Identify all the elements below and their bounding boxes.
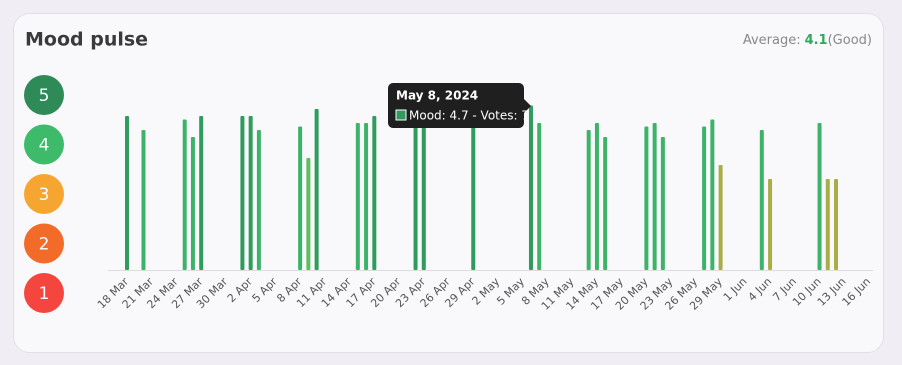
mood-level-circle <box>24 75 64 115</box>
bar <box>718 165 723 270</box>
bar <box>298 126 303 270</box>
bar <box>306 158 311 270</box>
bar <box>256 130 261 270</box>
mood-level-circle <box>24 124 64 165</box>
bar <box>471 112 476 270</box>
tooltip-title: May 8, 2024 <box>396 89 478 103</box>
bar <box>768 179 773 270</box>
bar <box>594 123 599 270</box>
bar <box>834 179 839 270</box>
tooltip-swatch <box>395 109 407 121</box>
average-value: 4.1 <box>805 33 828 48</box>
bar <box>199 116 204 270</box>
bar <box>710 119 715 270</box>
bar <box>413 112 418 270</box>
bar <box>182 119 187 270</box>
mood-level-label: 5 <box>39 86 50 106</box>
tooltip-text: Mood: 4.7 - Votes: 7 <box>409 109 529 123</box>
bar <box>825 179 830 270</box>
bar <box>702 126 707 270</box>
mood-level-label: 3 <box>39 185 50 205</box>
bar <box>586 130 591 270</box>
bar <box>240 116 245 270</box>
bar <box>190 137 195 270</box>
bar <box>528 105 533 270</box>
bar <box>421 112 426 270</box>
bar <box>372 116 377 270</box>
bar <box>314 109 319 270</box>
mood-level-label: 2 <box>39 235 50 255</box>
bar <box>248 116 253 270</box>
mood-level-circle <box>24 174 64 214</box>
bar <box>124 116 129 270</box>
bar <box>537 123 542 270</box>
average-text: (Good) <box>828 33 872 48</box>
mood-level-circle <box>24 273 64 313</box>
tooltip-box <box>388 83 524 128</box>
bar <box>603 137 608 270</box>
bar <box>364 123 369 270</box>
mood-levels: 5 4 3 2 1 <box>24 75 64 313</box>
card-title: Mood pulse <box>25 29 148 51</box>
card <box>13 13 884 353</box>
bar <box>660 137 665 270</box>
mood-level-label: 4 <box>39 136 50 156</box>
tooltip: May 8, 2024 Mood: 4.7 - Votes: 7 <box>388 83 531 128</box>
mood-level-circle <box>24 223 64 264</box>
bar <box>817 123 822 270</box>
bar <box>759 130 764 270</box>
bar <box>652 123 657 270</box>
bar <box>355 123 360 270</box>
tooltip-arrow <box>524 99 531 113</box>
mood-level-label: 1 <box>39 284 50 304</box>
average: Average: 4.1(Good) <box>743 33 872 48</box>
bar <box>644 126 649 270</box>
bar <box>141 130 146 270</box>
average-label: Average: <box>743 33 801 48</box>
